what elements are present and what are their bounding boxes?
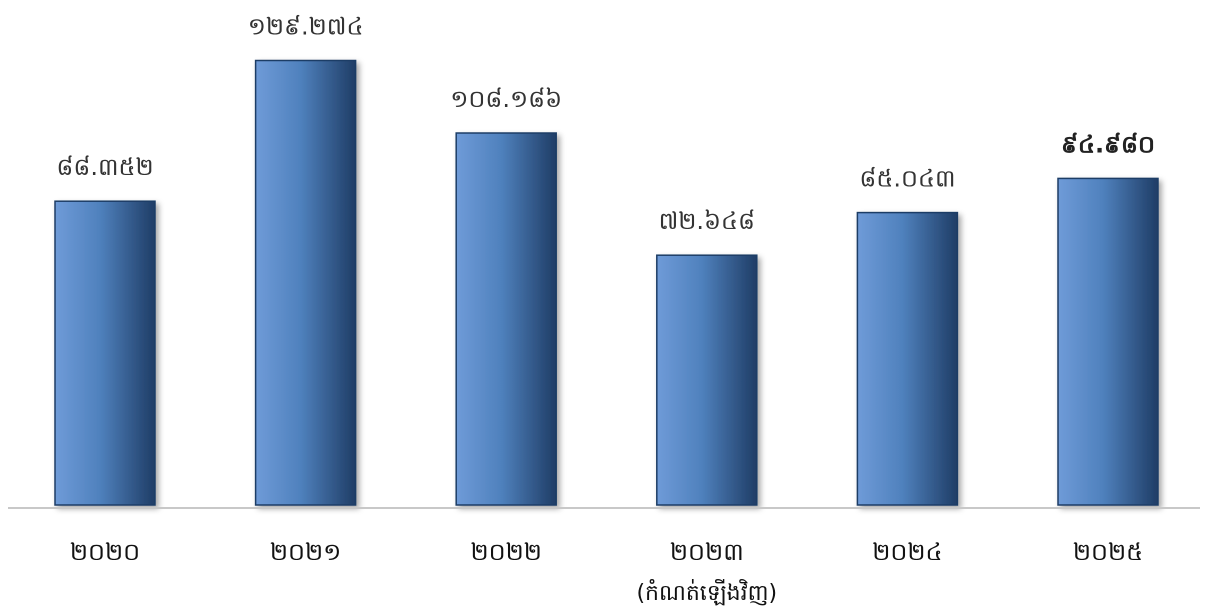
category-label-2021: ២០២១ <box>270 538 341 566</box>
category-note-2023: (កំណត់ឡើងវិញ) <box>636 579 777 606</box>
bar-2020 <box>54 200 156 506</box>
value-label-2022: ១០៨.១៨៦ <box>450 85 562 113</box>
category-label-2023: ២០២៣ <box>670 538 744 566</box>
category-label-2025: ២០២៥ <box>1073 538 1143 566</box>
category-label-2024: ២០២៤ <box>872 538 942 566</box>
bar-2024 <box>856 211 959 506</box>
value-label-2020: ៨៨.៣៥២ <box>56 153 153 181</box>
value-label-2025: ៩៤.៩៨០ <box>1061 130 1155 158</box>
bars-group <box>54 59 1159 506</box>
value-label-2024: ៨៥.០៤៣ <box>859 165 955 193</box>
value-label-2023: ៧២.៦៤៨ <box>659 207 755 235</box>
category-label-2020: ២០២០ <box>70 538 140 566</box>
value-label-2021: ១២៩.២៧៤ <box>248 12 364 40</box>
bar-2023 <box>656 254 758 506</box>
bar-2022 <box>455 132 557 506</box>
bar-2025 <box>1057 177 1159 506</box>
bar-2021 <box>254 59 357 506</box>
category-label-2022: ២០២២ <box>470 538 541 566</box>
